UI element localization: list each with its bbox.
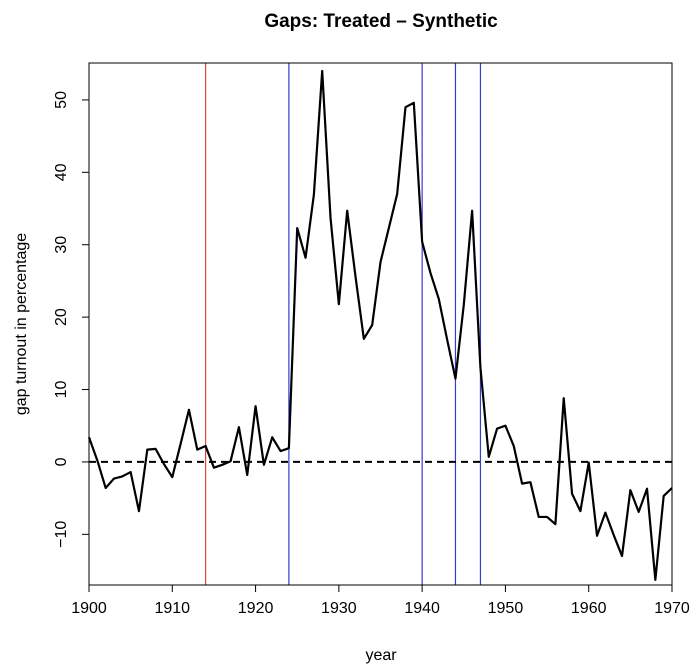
x-tick-label: 1930 bbox=[321, 600, 357, 617]
chart-title: Gaps: Treated – Synthetic bbox=[264, 11, 498, 32]
y-axis-label: gap turnout in percentage bbox=[13, 233, 30, 415]
plot-frame bbox=[88, 62, 673, 586]
x-axis-label: year bbox=[365, 647, 397, 664]
x-tick-label: 1950 bbox=[488, 600, 524, 617]
y-tick-label: 30 bbox=[53, 236, 70, 254]
x-tick-label: 1970 bbox=[654, 600, 690, 617]
y-tick-label: 0 bbox=[53, 457, 70, 466]
y-tick-label: 50 bbox=[53, 91, 70, 109]
y-tick-label: 10 bbox=[53, 381, 70, 399]
x-tick-label: 1960 bbox=[571, 600, 607, 617]
y-tick-label: 20 bbox=[53, 308, 70, 326]
x-tick-label: 1910 bbox=[154, 600, 190, 617]
x-tick-label: 1900 bbox=[71, 600, 107, 617]
y-tick-label: −10 bbox=[53, 521, 70, 548]
y-tick-label: 40 bbox=[53, 163, 70, 181]
data-line bbox=[87, 69, 673, 582]
x-tick-label: 1920 bbox=[238, 600, 274, 617]
x-tick-label: 1940 bbox=[404, 600, 440, 617]
